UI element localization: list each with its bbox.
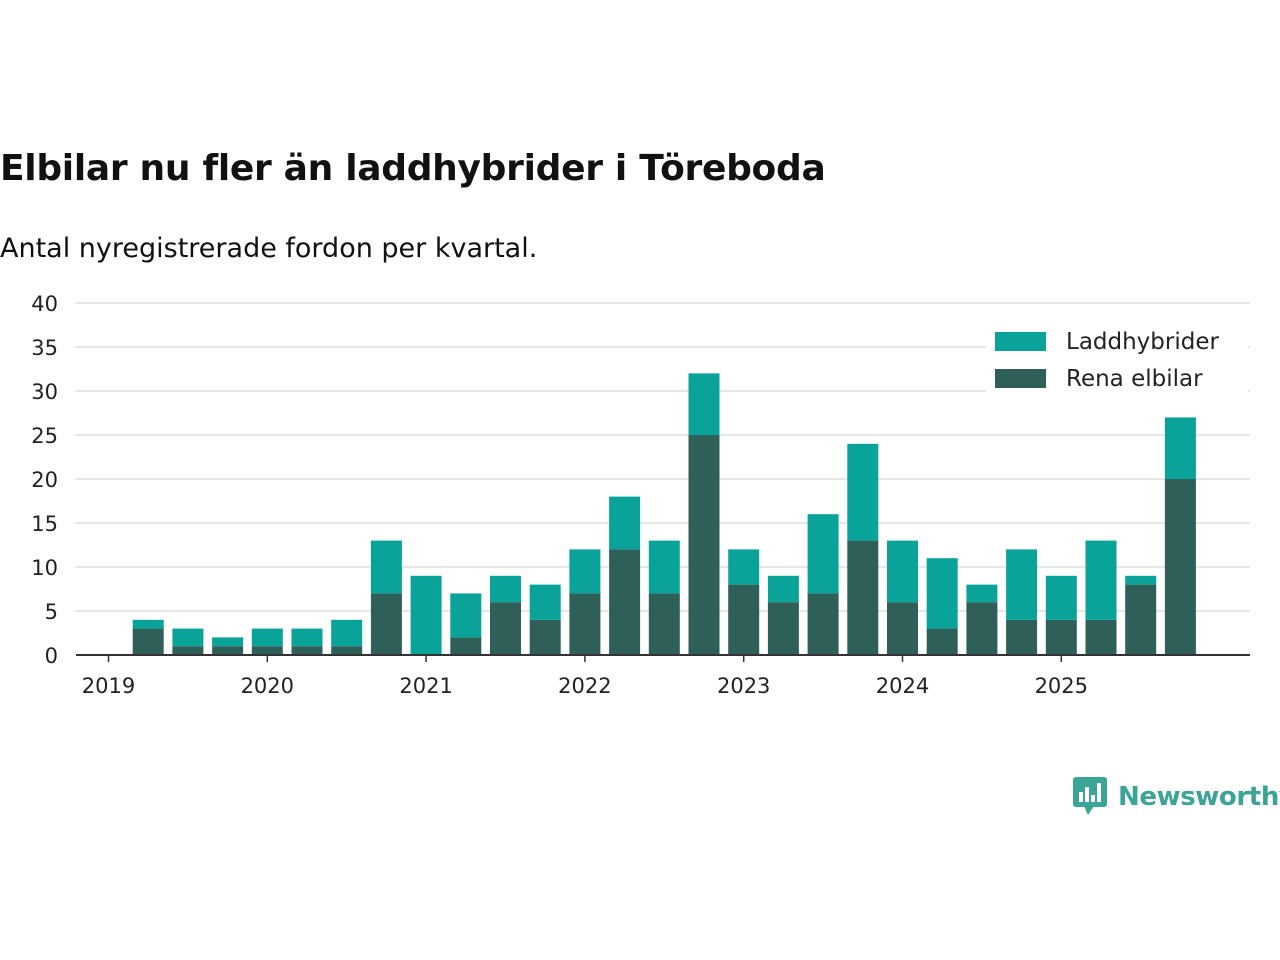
bar-laddhybrider-24: [1045, 575, 1077, 620]
x-tick-label-2019: 2019: [82, 674, 135, 698]
y-tick-label-10: 10: [31, 556, 58, 580]
y-tick-label-5: 5: [45, 600, 58, 624]
bar-rena-elbilar-24: [1045, 619, 1077, 655]
bar-laddhybrider-16: [728, 549, 760, 585]
bar-rena-elbilar-1: [132, 628, 164, 655]
bar-rena-elbilar-4: [251, 646, 283, 655]
bar-laddhybrider-14: [648, 540, 680, 594]
bar-rena-elbilar-26: [1125, 584, 1157, 655]
bar-laddhybrider-2: [172, 628, 204, 647]
brand-name: Newsworthy: [1118, 782, 1280, 812]
legend-label-laddhybrider: Laddhybrider: [1066, 329, 1219, 355]
bar-rena-elbilar-7: [370, 593, 402, 655]
bar-laddhybrider-27: [1164, 417, 1196, 479]
x-axis-ticks: 2019 2020 2021 2022 2023 2024 2025: [82, 655, 1088, 698]
chart-title: Elbilar nu fler än laddhybrider i Törebo…: [0, 148, 826, 189]
chart-subtitle: Antal nyregistrerade fordon per kvartal.: [0, 233, 538, 264]
bar-rena-elbilar-10: [490, 602, 521, 655]
bar-laddhybrider-1: [132, 619, 164, 629]
bar-rena-elbilar-12: [569, 593, 601, 655]
bar-rena-elbilar-15: [688, 435, 720, 655]
legend-swatch-rena-elbilar: [995, 369, 1046, 388]
bar-laddhybrider-22: [966, 584, 998, 603]
bar-laddhybrider-23: [1006, 549, 1038, 620]
bar-laddhybrider-10: [490, 575, 521, 603]
legend-swatch-laddhybrider: [995, 332, 1046, 351]
x-tick-label-2023: 2023: [717, 674, 770, 698]
bar-rena-elbilar-20: [887, 602, 918, 655]
bar-laddhybrider-8: [410, 575, 442, 655]
bar-laddhybrider-12: [569, 549, 601, 594]
y-tick-label-40: 40: [31, 292, 58, 316]
newsworthy-logo: Newsworthy: [1072, 776, 1280, 818]
bar-laddhybrider-3: [212, 637, 244, 647]
bar-laddhybrider-17: [767, 575, 799, 603]
x-tick-label-2020: 2020: [241, 674, 294, 698]
bar-laddhybrider-5: [291, 628, 323, 647]
bar-rena-elbilar-2: [172, 646, 204, 655]
bar-rena-elbilar-23: [1006, 619, 1038, 655]
bar-rena-elbilar-18: [807, 593, 839, 655]
bar-rena-elbilar-5: [291, 646, 323, 655]
bar-laddhybrider-6: [331, 619, 363, 647]
bar-laddhybrider-20: [887, 540, 918, 603]
bar-laddhybrider-7: [370, 540, 402, 594]
bar-laddhybrider-26: [1125, 575, 1157, 585]
bar-laddhybrider-4: [251, 628, 283, 647]
bar-rena-elbilar-25: [1085, 619, 1117, 655]
bar-rena-elbilar-3: [212, 646, 244, 655]
bar-laddhybrider-11: [529, 584, 561, 620]
bar-laddhybrider-15: [688, 373, 720, 435]
bar-rena-elbilar-16: [728, 584, 760, 655]
x-tick-label-2024: 2024: [876, 674, 929, 698]
bar-rena-elbilar-13: [609, 549, 641, 655]
legend-label-rena-elbilar: Rena elbilar: [1066, 366, 1203, 392]
y-tick-label-30: 30: [31, 380, 58, 404]
newsworthy-logo-icon: [1073, 777, 1107, 815]
y-tick-label-20: 20: [31, 468, 58, 492]
bar-laddhybrider-21: [926, 558, 958, 629]
legend: Laddhybrider Rena elbilar: [986, 322, 1248, 398]
bars: [132, 373, 1196, 655]
bar-rena-elbilar-19: [847, 540, 879, 655]
bar-rena-elbilar-21: [926, 628, 958, 655]
y-axis-ticks: 0 5 10 15 20 25 30 35 40: [31, 292, 58, 668]
bar-rena-elbilar-11: [529, 619, 561, 655]
bar-rena-elbilar-14: [648, 593, 680, 655]
bar-rena-elbilar-17: [767, 602, 799, 655]
bar-laddhybrider-25: [1085, 540, 1117, 620]
y-tick-label-25: 25: [31, 424, 58, 448]
bar-laddhybrider-9: [450, 593, 482, 638]
bar-rena-elbilar-22: [966, 602, 998, 655]
bar-rena-elbilar-27: [1164, 479, 1196, 655]
bar-rena-elbilar-9: [450, 637, 482, 655]
x-tick-label-2025: 2025: [1035, 674, 1088, 698]
bar-laddhybrider-13: [609, 496, 641, 550]
x-tick-label-2022: 2022: [558, 674, 611, 698]
bar-rena-elbilar-6: [331, 646, 363, 655]
x-tick-label-2021: 2021: [399, 674, 452, 698]
y-tick-label-15: 15: [31, 512, 58, 536]
bar-laddhybrider-19: [847, 443, 879, 541]
y-tick-label-0: 0: [45, 644, 58, 668]
bar-laddhybrider-18: [807, 514, 839, 594]
y-tick-label-35: 35: [31, 336, 58, 360]
